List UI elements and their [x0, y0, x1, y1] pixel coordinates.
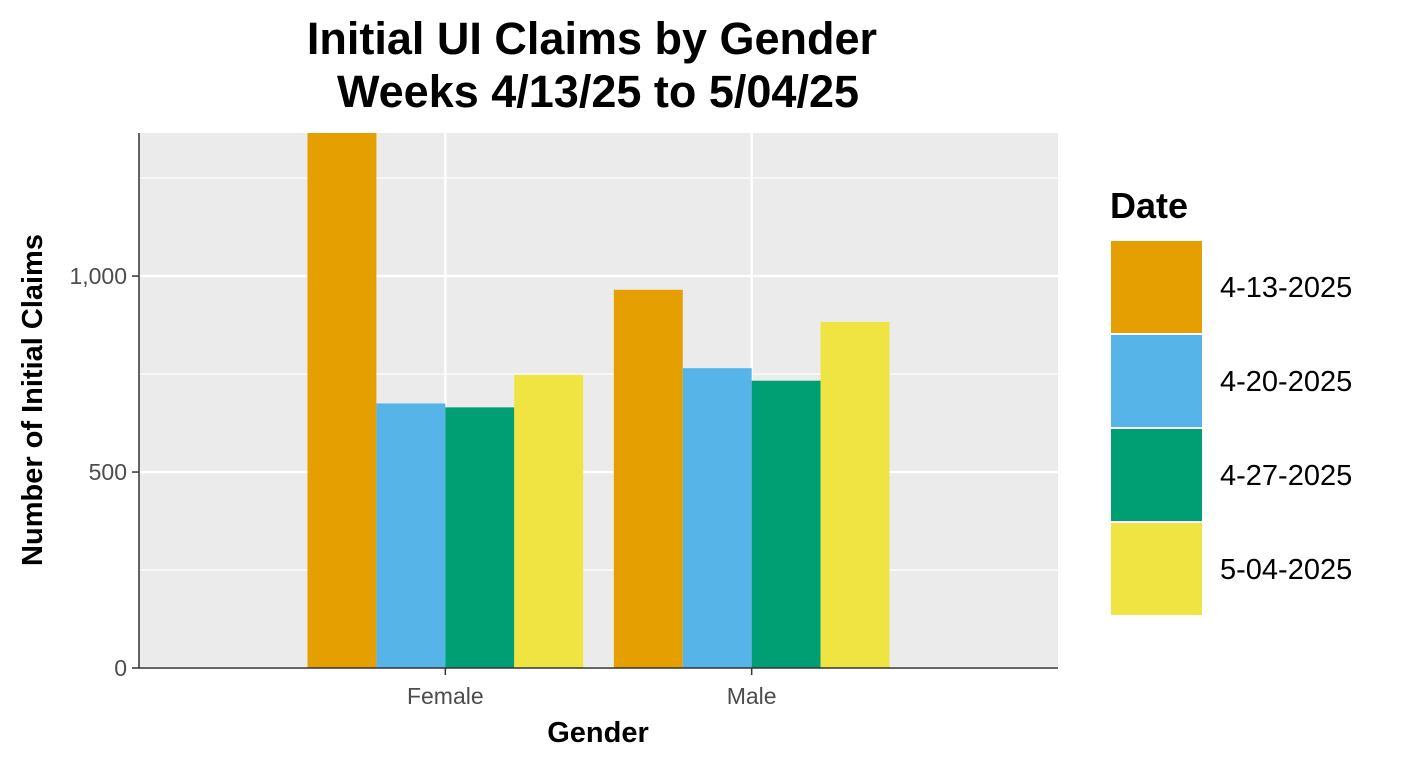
- bar-male-5-04-2025: [820, 321, 890, 668]
- legend-label-5-04-2025: 5-04-2025: [1220, 554, 1352, 586]
- bar-male-4-27-2025: [751, 380, 821, 668]
- x-tick-label-female: Female: [407, 683, 484, 709]
- legend-title: Date: [1110, 185, 1188, 226]
- bar-male-4-20-2025: [682, 368, 752, 668]
- bar-female-4-27-2025: [445, 407, 515, 668]
- y-tick-label: 0: [114, 655, 127, 681]
- legend-key-4-13-2025: [1109, 239, 1204, 335]
- legend-key-5-04-2025: [1109, 521, 1204, 617]
- bar-female-5-04-2025: [514, 374, 584, 668]
- y-axis-ticks: 0 500 1,000: [69, 263, 139, 681]
- bars: [307, 133, 890, 668]
- x-tick-label-male: Male: [727, 683, 777, 709]
- x-axis-ticks: Female Male: [407, 668, 777, 709]
- y-tick-label: 500: [89, 459, 127, 485]
- x-axis-title: Gender: [547, 717, 649, 749]
- legend-label-4-13-2025: 4-13-2025: [1220, 272, 1352, 304]
- legend-key-4-27-2025: [1109, 427, 1204, 523]
- chart-title-line-1: Initial UI Claims by Gender: [307, 13, 877, 64]
- legend-key-4-20-2025: [1109, 333, 1204, 429]
- bar-female-4-13-2025: [307, 133, 377, 668]
- legend-label-4-20-2025: 4-20-2025: [1220, 366, 1352, 398]
- y-tick-label: 1,000: [69, 263, 127, 289]
- bar-female-4-20-2025: [376, 403, 446, 668]
- plot-panel: [139, 133, 1058, 668]
- bar-male-4-13-2025: [613, 289, 683, 668]
- y-axis-title: Number of Initial Claims: [17, 234, 49, 566]
- legend-label-4-27-2025: 4-27-2025: [1220, 460, 1352, 492]
- legend: Date 4-13-2025 4-20-2025 4-27-2025 5-04-202…: [1109, 185, 1352, 617]
- chart-title-line-2: Weeks 4/13/25 to 5/04/25: [337, 66, 859, 117]
